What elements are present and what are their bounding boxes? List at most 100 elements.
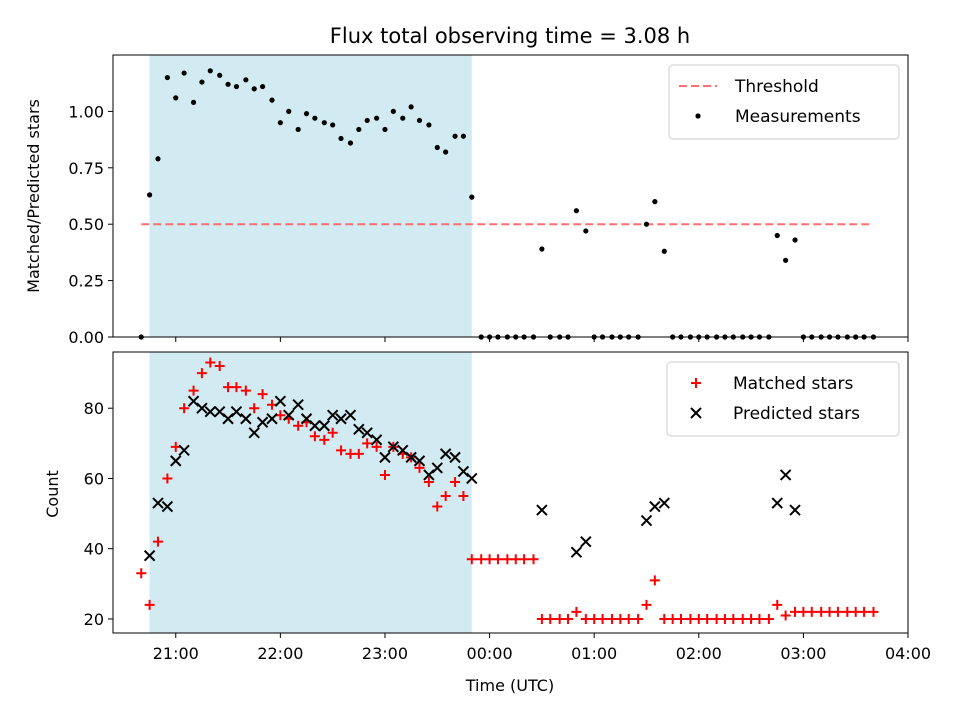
- predicted-stars-point: [204, 406, 216, 418]
- series-predicted-stars: [143, 395, 801, 562]
- measurement-point: [217, 72, 223, 78]
- measurement-point: [164, 74, 170, 81]
- legend-predicted-swatch: [690, 407, 702, 419]
- measurement-point: [539, 246, 545, 252]
- predicted-stars-point: [771, 497, 783, 509]
- observing-window-shading: [149, 55, 472, 337]
- matched-stars-point: [728, 613, 739, 624]
- measurement-point: [321, 120, 327, 126]
- predicted-stars-point: [353, 423, 365, 435]
- matched-stars-point: [676, 613, 687, 624]
- predicted-stars-point: [361, 427, 373, 439]
- matched-stars-point: [790, 606, 801, 617]
- measurement-point: [199, 79, 205, 85]
- measurement-point: [382, 126, 388, 133]
- matched-stars-point: [336, 445, 347, 456]
- legend-label: Threshold: [734, 77, 819, 97]
- matched-stars-point: [563, 613, 574, 624]
- matched-stars-point: [510, 554, 521, 565]
- matched-stars-point: [466, 554, 477, 565]
- x-tick-label: 04:00: [885, 644, 931, 663]
- axes-frame: [112, 54, 909, 338]
- matched-stars-point: [571, 606, 582, 617]
- measurement-point: [426, 122, 432, 128]
- measurement-point: [190, 99, 197, 105]
- y-tick-label: 0.25: [68, 272, 104, 291]
- legend-measurements-swatch: [695, 113, 701, 119]
- matched-stars-point: [502, 554, 513, 565]
- predicted-stars-point: [789, 504, 801, 516]
- bottom-panel: 20 40 60 80 21:00 22:00 23:00 00:00 01:00 02:00 03…: [84, 351, 931, 663]
- y-tick-label: 80: [84, 399, 104, 418]
- series-matched-stars: [136, 357, 879, 624]
- matched-stars-point: [615, 613, 626, 624]
- measurement-point: [147, 192, 153, 198]
- matched-stars-point: [719, 613, 730, 624]
- top-y-axis-label: Matched/Predicted stars: [24, 99, 43, 293]
- measurement-point: [347, 140, 354, 146]
- measurement-point: [269, 97, 275, 103]
- measurement-point: [312, 115, 318, 121]
- measurement-point: [207, 68, 213, 74]
- matched-stars-point: [842, 606, 853, 617]
- measurement-point: [155, 156, 161, 162]
- measurement-point: [225, 81, 231, 87]
- matched-stars-point: [205, 357, 216, 368]
- matched-stars-point: [606, 613, 617, 624]
- predicted-stars-point: [248, 427, 260, 439]
- matched-stars-point: [693, 613, 704, 624]
- matched-stars-point: [633, 613, 644, 624]
- predicted-stars-point: [570, 546, 583, 558]
- matched-stars-point: [798, 606, 809, 617]
- predicted-stars-point: [161, 500, 174, 513]
- predicted-stars-point: [580, 535, 592, 548]
- predicted-stars-point: [266, 413, 278, 425]
- matched-stars-point: [545, 613, 556, 624]
- matched-stars-point: [353, 448, 364, 459]
- measurement-point: [374, 115, 380, 121]
- matched-stars-point: [667, 613, 678, 624]
- matched-stars-point: [746, 613, 757, 624]
- legend-matched-swatch: [691, 378, 701, 388]
- axes-frame: [112, 351, 909, 634]
- predicted-stars-point: [292, 398, 304, 411]
- measurement-point: [295, 126, 301, 133]
- matched-stars-point: [144, 599, 155, 610]
- measurement-point: [303, 111, 310, 117]
- measurement-point: [783, 257, 789, 263]
- matched-stars-point: [152, 536, 163, 547]
- matched-stars-point: [649, 575, 660, 586]
- predicted-stars-point: [143, 550, 156, 562]
- matched-stars-point: [737, 613, 748, 624]
- matched-stars-point: [554, 613, 565, 624]
- measurement-point: [443, 149, 449, 155]
- predicted-stars-point: [779, 469, 792, 481]
- measurement-point: [452, 133, 458, 139]
- predicted-stars-point: [326, 409, 339, 421]
- matched-stars-point: [196, 368, 207, 379]
- predicted-stars-point: [379, 451, 391, 464]
- measurement-point: [277, 120, 283, 126]
- top-panel: 0.00 0.25 0.50 0.75 1.00 Threshold Measurement…: [68, 54, 909, 347]
- matched-stars-point: [345, 448, 356, 459]
- predicted-stars-point: [431, 462, 443, 474]
- x-tick-label: 01:00: [571, 644, 617, 663]
- matched-stars-point: [362, 438, 373, 449]
- measurement-point: [434, 144, 440, 151]
- matched-stars-point: [267, 399, 277, 410]
- measurement-point: [792, 237, 798, 243]
- matched-stars-point: [136, 568, 147, 579]
- matched-stars-point: [484, 554, 495, 565]
- matched-stars-point: [309, 431, 320, 442]
- predicted-stars-point: [170, 455, 182, 467]
- x-tick-label: 23:00: [362, 644, 408, 663]
- predicted-stars-point: [449, 451, 461, 464]
- measurement-point: [233, 83, 240, 90]
- matched-stars-point: [641, 599, 652, 610]
- y-tick-label: 0.75: [68, 159, 104, 178]
- matched-stars-point: [275, 410, 286, 421]
- predicted-stars-point: [344, 409, 357, 421]
- predicted-stars-point: [318, 420, 331, 432]
- matched-stars-point: [528, 554, 539, 565]
- y-tick-label: 0.50: [68, 215, 104, 234]
